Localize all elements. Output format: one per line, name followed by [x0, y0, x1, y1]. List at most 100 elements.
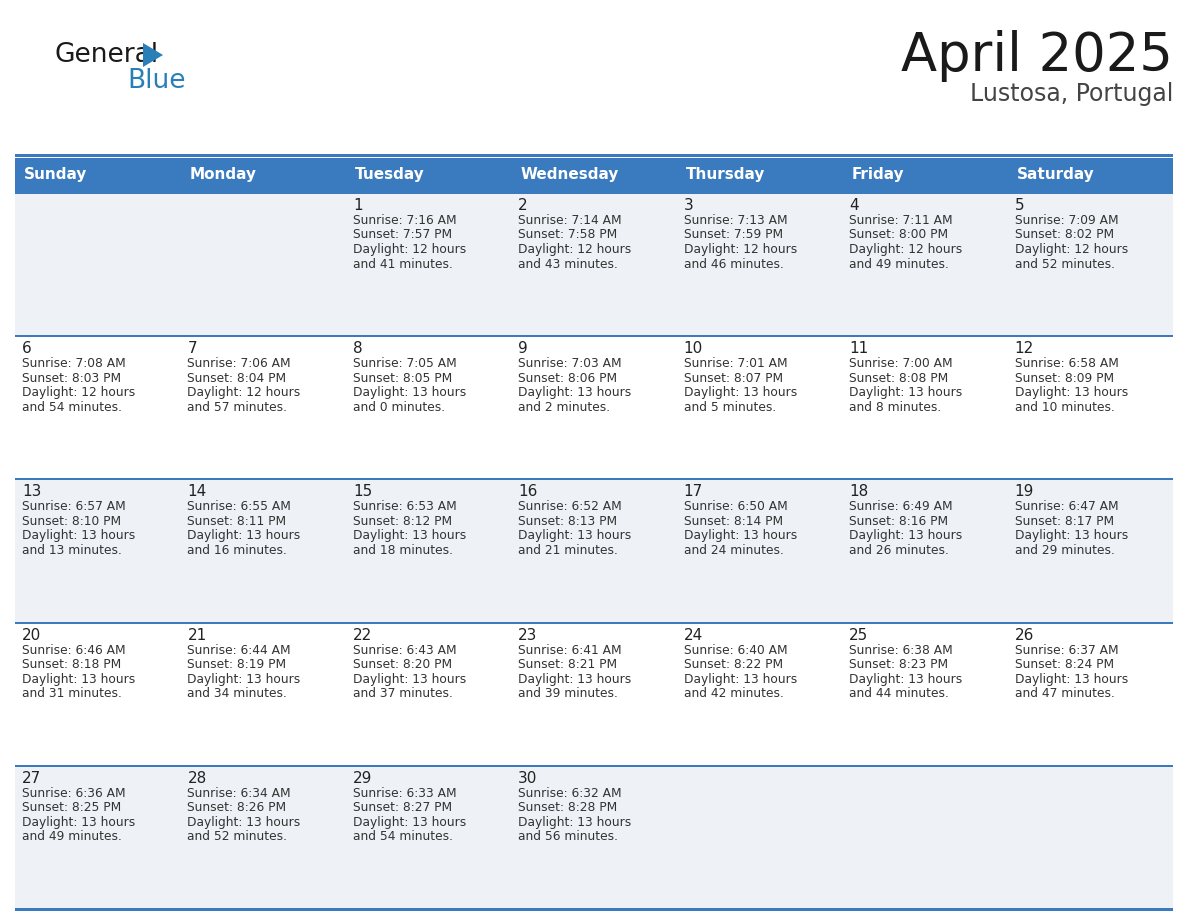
Text: and 39 minutes.: and 39 minutes.: [518, 687, 618, 700]
Text: 23: 23: [518, 628, 538, 643]
Text: Daylight: 13 hours: Daylight: 13 hours: [23, 530, 135, 543]
Text: and 49 minutes.: and 49 minutes.: [23, 830, 122, 844]
Text: and 47 minutes.: and 47 minutes.: [1015, 687, 1114, 700]
Bar: [15, 621, 1173, 623]
Text: and 54 minutes.: and 54 minutes.: [353, 830, 453, 844]
Text: and 10 minutes.: and 10 minutes.: [1015, 400, 1114, 414]
Text: Sunrise: 7:01 AM: Sunrise: 7:01 AM: [684, 357, 788, 370]
Bar: [181, 767, 346, 908]
Text: and 43 minutes.: and 43 minutes.: [518, 258, 618, 271]
Text: and 29 minutes.: and 29 minutes.: [1015, 543, 1114, 557]
Text: Sunset: 8:08 PM: Sunset: 8:08 PM: [849, 372, 948, 385]
Text: and 2 minutes.: and 2 minutes.: [518, 400, 611, 414]
Bar: [842, 767, 1007, 908]
Text: Sunrise: 7:14 AM: Sunrise: 7:14 AM: [518, 214, 621, 227]
Text: 9: 9: [518, 341, 527, 356]
Text: Sunday: Sunday: [24, 167, 88, 183]
Text: 16: 16: [518, 485, 538, 499]
Text: Sunset: 7:57 PM: Sunset: 7:57 PM: [353, 229, 451, 241]
Text: Sunset: 8:02 PM: Sunset: 8:02 PM: [1015, 229, 1113, 241]
Text: 19: 19: [1015, 485, 1034, 499]
Bar: [15, 908, 1173, 911]
Text: Sunrise: 6:38 AM: Sunrise: 6:38 AM: [849, 644, 953, 656]
Text: Daylight: 13 hours: Daylight: 13 hours: [353, 816, 466, 829]
Text: 2: 2: [518, 198, 527, 213]
Text: 28: 28: [188, 771, 207, 786]
Bar: [15, 154, 1173, 157]
Text: Sunset: 8:06 PM: Sunset: 8:06 PM: [518, 372, 618, 385]
Bar: [346, 480, 511, 621]
Bar: [15, 158, 181, 192]
Text: Daylight: 12 hours: Daylight: 12 hours: [1015, 243, 1127, 256]
Text: Friday: Friday: [851, 167, 904, 183]
Text: and 49 minutes.: and 49 minutes.: [849, 258, 949, 271]
Text: Daylight: 13 hours: Daylight: 13 hours: [23, 816, 135, 829]
Text: Daylight: 12 hours: Daylight: 12 hours: [849, 243, 962, 256]
Text: Sunset: 8:03 PM: Sunset: 8:03 PM: [23, 372, 121, 385]
Text: Sunset: 8:18 PM: Sunset: 8:18 PM: [23, 658, 121, 671]
Text: Sunset: 8:09 PM: Sunset: 8:09 PM: [1015, 372, 1113, 385]
Text: Daylight: 13 hours: Daylight: 13 hours: [849, 530, 962, 543]
Text: Daylight: 12 hours: Daylight: 12 hours: [518, 243, 632, 256]
Text: Sunset: 8:22 PM: Sunset: 8:22 PM: [684, 658, 783, 671]
Text: Daylight: 13 hours: Daylight: 13 hours: [188, 673, 301, 686]
Text: 29: 29: [353, 771, 372, 786]
Text: and 46 minutes.: and 46 minutes.: [684, 258, 784, 271]
Text: 3: 3: [684, 198, 694, 213]
Text: and 44 minutes.: and 44 minutes.: [849, 687, 949, 700]
Bar: [677, 480, 842, 621]
Text: Sunrise: 6:37 AM: Sunrise: 6:37 AM: [1015, 644, 1118, 656]
Text: Sunset: 8:04 PM: Sunset: 8:04 PM: [188, 372, 286, 385]
Bar: [15, 767, 181, 908]
Text: Sunset: 8:23 PM: Sunset: 8:23 PM: [849, 658, 948, 671]
Text: 15: 15: [353, 485, 372, 499]
Text: Sunrise: 7:00 AM: Sunrise: 7:00 AM: [849, 357, 953, 370]
Bar: [842, 194, 1007, 335]
Text: Sunset: 8:28 PM: Sunset: 8:28 PM: [518, 801, 618, 814]
Text: Daylight: 13 hours: Daylight: 13 hours: [684, 386, 797, 399]
Text: Daylight: 12 hours: Daylight: 12 hours: [353, 243, 466, 256]
Text: Sunset: 8:24 PM: Sunset: 8:24 PM: [1015, 658, 1113, 671]
Text: Daylight: 13 hours: Daylight: 13 hours: [684, 673, 797, 686]
Text: Daylight: 13 hours: Daylight: 13 hours: [353, 386, 466, 399]
Text: Sunrise: 7:11 AM: Sunrise: 7:11 AM: [849, 214, 953, 227]
Text: Daylight: 13 hours: Daylight: 13 hours: [849, 673, 962, 686]
Text: 17: 17: [684, 485, 703, 499]
Text: Daylight: 13 hours: Daylight: 13 hours: [1015, 673, 1127, 686]
Text: Daylight: 13 hours: Daylight: 13 hours: [1015, 530, 1127, 543]
Text: Wednesday: Wednesday: [520, 167, 619, 183]
Bar: [346, 623, 511, 765]
Bar: [511, 194, 677, 335]
Bar: [842, 158, 1007, 192]
Text: Daylight: 13 hours: Daylight: 13 hours: [188, 530, 301, 543]
Text: Sunrise: 7:03 AM: Sunrise: 7:03 AM: [518, 357, 621, 370]
Text: Sunrise: 6:57 AM: Sunrise: 6:57 AM: [23, 500, 126, 513]
Text: Sunset: 7:58 PM: Sunset: 7:58 PM: [518, 229, 618, 241]
Text: Sunrise: 7:08 AM: Sunrise: 7:08 AM: [23, 357, 126, 370]
Text: 12: 12: [1015, 341, 1034, 356]
Text: Sunset: 8:19 PM: Sunset: 8:19 PM: [188, 658, 286, 671]
Text: Sunrise: 6:52 AM: Sunrise: 6:52 AM: [518, 500, 623, 513]
Text: 26: 26: [1015, 628, 1034, 643]
Text: 1: 1: [353, 198, 362, 213]
Bar: [181, 623, 346, 765]
Text: Sunrise: 6:50 AM: Sunrise: 6:50 AM: [684, 500, 788, 513]
Text: Sunset: 7:59 PM: Sunset: 7:59 PM: [684, 229, 783, 241]
Text: and 42 minutes.: and 42 minutes.: [684, 687, 784, 700]
Text: Sunset: 8:20 PM: Sunset: 8:20 PM: [353, 658, 451, 671]
Bar: [1007, 623, 1173, 765]
Bar: [181, 337, 346, 478]
Bar: [15, 478, 1173, 480]
Text: and 52 minutes.: and 52 minutes.: [188, 830, 287, 844]
Text: Sunset: 8:26 PM: Sunset: 8:26 PM: [188, 801, 286, 814]
Text: Sunrise: 6:46 AM: Sunrise: 6:46 AM: [23, 644, 126, 656]
Text: 21: 21: [188, 628, 207, 643]
Text: Daylight: 13 hours: Daylight: 13 hours: [188, 816, 301, 829]
Text: and 18 minutes.: and 18 minutes.: [353, 543, 453, 557]
Bar: [346, 767, 511, 908]
Text: Sunset: 8:05 PM: Sunset: 8:05 PM: [353, 372, 453, 385]
Text: Daylight: 12 hours: Daylight: 12 hours: [23, 386, 135, 399]
Text: and 8 minutes.: and 8 minutes.: [849, 400, 941, 414]
Text: Sunrise: 7:05 AM: Sunrise: 7:05 AM: [353, 357, 456, 370]
Text: Sunrise: 7:06 AM: Sunrise: 7:06 AM: [188, 357, 291, 370]
